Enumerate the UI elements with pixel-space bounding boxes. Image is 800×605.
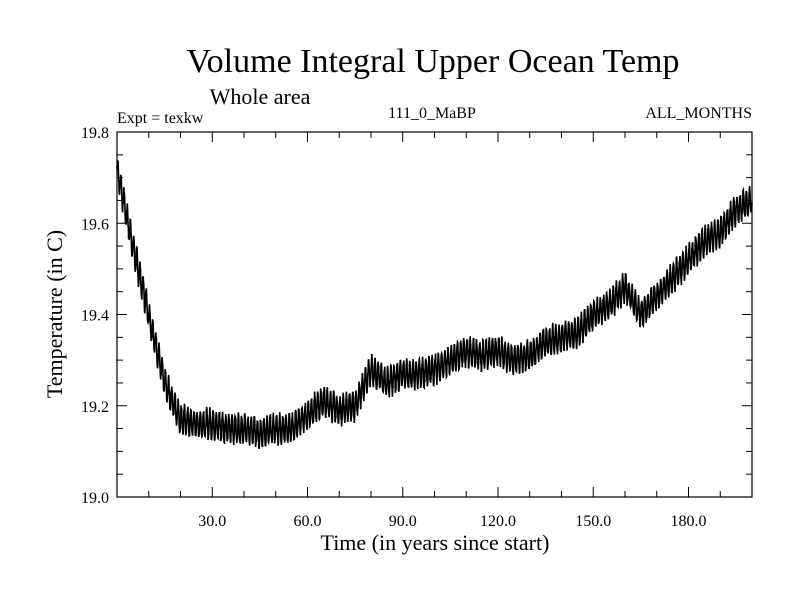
- chart-title: Volume Integral Upper Ocean Temp: [187, 43, 680, 80]
- x-tick-label: 150.0: [575, 513, 611, 530]
- x-tick-label: 30.0: [198, 513, 226, 530]
- annotation-right: ALL_MONTHS: [645, 105, 752, 122]
- x-axis-label: Time (in years since start): [321, 530, 550, 555]
- x-tick-label: 90.0: [389, 513, 417, 530]
- y-tick-label: 19.4: [81, 308, 109, 325]
- annotation-left: Expt = texkw: [117, 110, 204, 127]
- series-line: [116, 160, 753, 450]
- y-tick-label: 19.2: [81, 399, 109, 416]
- x-tick-label: 180.0: [671, 513, 707, 530]
- plot-frame: [116, 131, 753, 498]
- y-tick-label: 19.6: [81, 216, 109, 233]
- x-tick-label: 120.0: [480, 513, 516, 530]
- x-tick-label: 60.0: [294, 513, 322, 530]
- chart-subtitle: Whole area: [210, 84, 311, 109]
- annotation-center: 111_0_MaBP: [388, 105, 476, 122]
- y-tick-label: 19.0: [81, 490, 109, 507]
- y-axis-label: Temperature (in C): [42, 230, 67, 398]
- y-tick-label: 19.8: [81, 125, 109, 142]
